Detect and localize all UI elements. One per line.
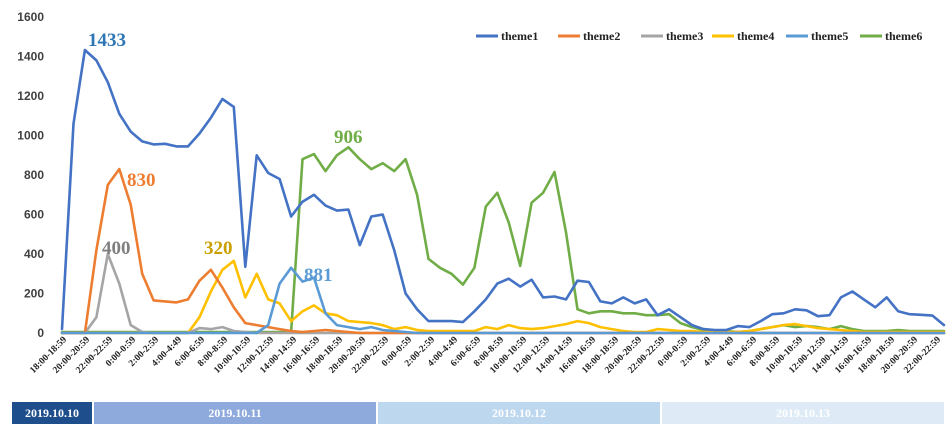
annotation-label: 881 xyxy=(304,265,333,286)
annotation-label: 320 xyxy=(204,238,233,259)
legend: theme1 theme2 theme3 theme4 theme5 theme6 xyxy=(476,29,922,43)
x-axis-ticks: 18:00-18:5920:00-20:5922:00-22:590:00-0:… xyxy=(28,335,943,376)
y-tick-label: 400 xyxy=(24,247,44,261)
date-band-label: 2019.10.12 xyxy=(492,406,546,420)
annotation-label: 830 xyxy=(127,170,156,191)
y-tick-label: 600 xyxy=(24,208,44,222)
annotation-label: 1433 xyxy=(88,30,126,51)
y-tick-label: 1600 xyxy=(17,10,44,24)
y-tick-label: 1400 xyxy=(17,50,44,64)
annotations: 1433 830 400 320 881 906 xyxy=(88,30,363,286)
date-band-label: 2019.10.13 xyxy=(776,406,830,420)
legend-label-theme1: theme1 xyxy=(501,29,538,43)
y-tick-label: 800 xyxy=(24,168,44,182)
date-band-label: 2019.10.11 xyxy=(208,406,261,420)
y-tick-label: 1200 xyxy=(17,89,44,103)
date-band xyxy=(94,402,376,424)
series-line-theme6 xyxy=(60,146,946,334)
legend-label-theme4: theme4 xyxy=(737,29,774,43)
series-line-theme4 xyxy=(60,259,946,335)
date-bands: 2019.10.10 2019.10.11 2019.10.12 2019.10.13 xyxy=(12,402,944,424)
date-band-label: 2019.10.10 xyxy=(25,406,79,420)
series-line-theme5 xyxy=(60,266,946,335)
series-line-theme1 xyxy=(60,48,946,332)
series-line-theme2 xyxy=(60,167,946,335)
date-band xyxy=(662,402,944,424)
legend-label-theme2: theme2 xyxy=(583,29,620,43)
legend-label-theme3: theme3 xyxy=(666,29,703,43)
y-tick-label: 0 xyxy=(37,326,44,340)
legend-label-theme6: theme6 xyxy=(885,29,922,43)
series-lines xyxy=(60,48,946,335)
date-band xyxy=(378,402,660,424)
annotation-label: 906 xyxy=(334,127,363,148)
date-band xyxy=(12,402,92,424)
y-tick-label: 200 xyxy=(24,287,44,301)
legend-label-theme5: theme5 xyxy=(811,29,848,43)
y-tick-label: 1000 xyxy=(17,129,44,143)
series-line-theme3 xyxy=(60,252,946,335)
annotation-label: 400 xyxy=(102,238,131,259)
y-axis-ticks: 0 200 400 600 800 1000 1200 1400 1600 xyxy=(17,10,44,340)
